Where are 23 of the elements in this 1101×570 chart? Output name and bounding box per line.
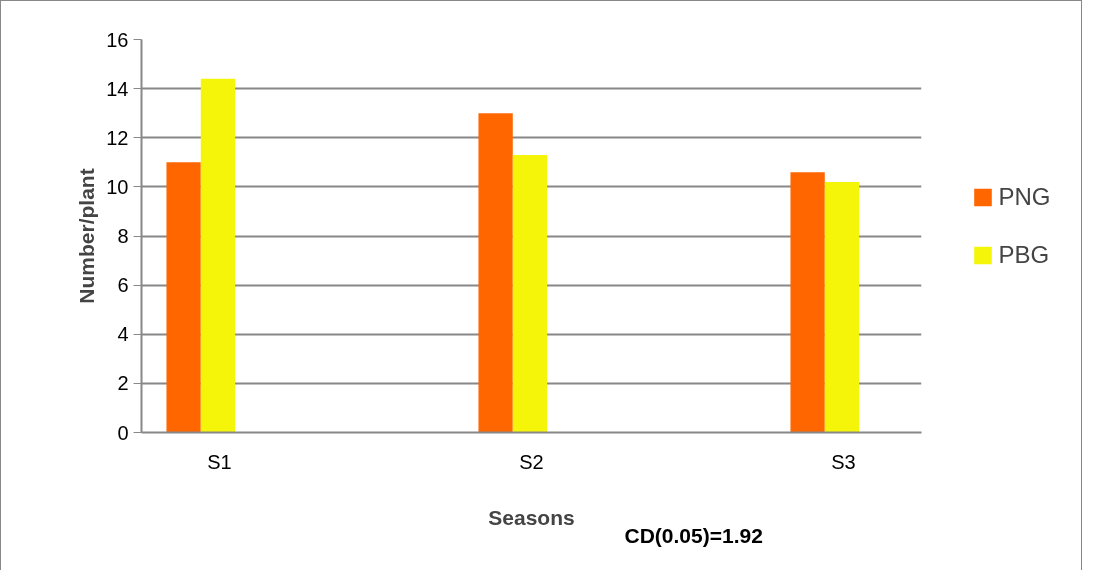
bar	[166, 162, 201, 433]
x-tick-label: S2	[519, 450, 544, 473]
y-axis-title: Number/plant	[75, 168, 99, 304]
y-tick-label: 0	[117, 421, 129, 444]
bar	[824, 181, 860, 433]
bar	[512, 154, 548, 433]
y-tick-label: 16	[106, 28, 129, 51]
y-tick-label: 14	[106, 77, 129, 100]
y-tick-label: 4	[117, 323, 129, 346]
y-tick-label: 12	[106, 126, 129, 149]
legend-label: PNG	[998, 182, 1051, 211]
bar	[200, 78, 236, 433]
x-tick-label: S1	[207, 450, 232, 473]
text: CD(0.05)=1.92	[624, 523, 763, 547]
x-axis-title: Seasons	[488, 505, 575, 529]
y-tick-label: 8	[117, 225, 129, 247]
y-tick-label: 6	[117, 274, 129, 297]
y-tick-label: 2	[117, 372, 129, 395]
legend-label: PBG	[998, 240, 1050, 269]
x-tick-label: S3	[831, 450, 856, 473]
y-tick-label: 10	[106, 175, 129, 198]
bar	[478, 113, 513, 433]
bar	[790, 172, 825, 433]
